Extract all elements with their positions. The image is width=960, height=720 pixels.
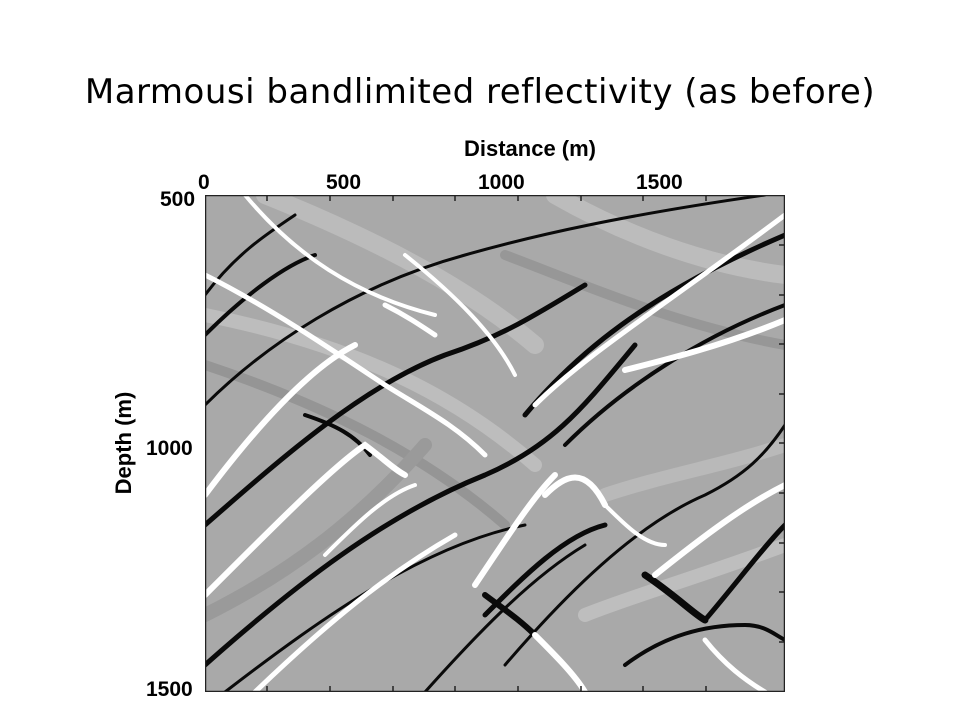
x-tick-label: 1500 — [636, 171, 683, 194]
x-tick-label: 500 — [326, 171, 362, 194]
slide-title: Marmousi bandlimited reflectivity (as be… — [84, 72, 876, 112]
y-tick-label: 1500 — [146, 678, 193, 701]
y-axis-label: Depth (m) — [111, 391, 136, 495]
reflectivity-image — [205, 195, 785, 692]
x-axis-label: Distance (m) — [463, 136, 597, 161]
dark-reflectors — [205, 195, 785, 692]
tick-marks — [266, 195, 785, 692]
x-tick-label: 0 — [198, 171, 210, 194]
bright-reflectors — [205, 195, 785, 692]
y-tick-label: 1000 — [146, 437, 193, 460]
x-tick-label: 1000 — [478, 171, 525, 194]
y-tick-label: 500 — [160, 188, 196, 211]
